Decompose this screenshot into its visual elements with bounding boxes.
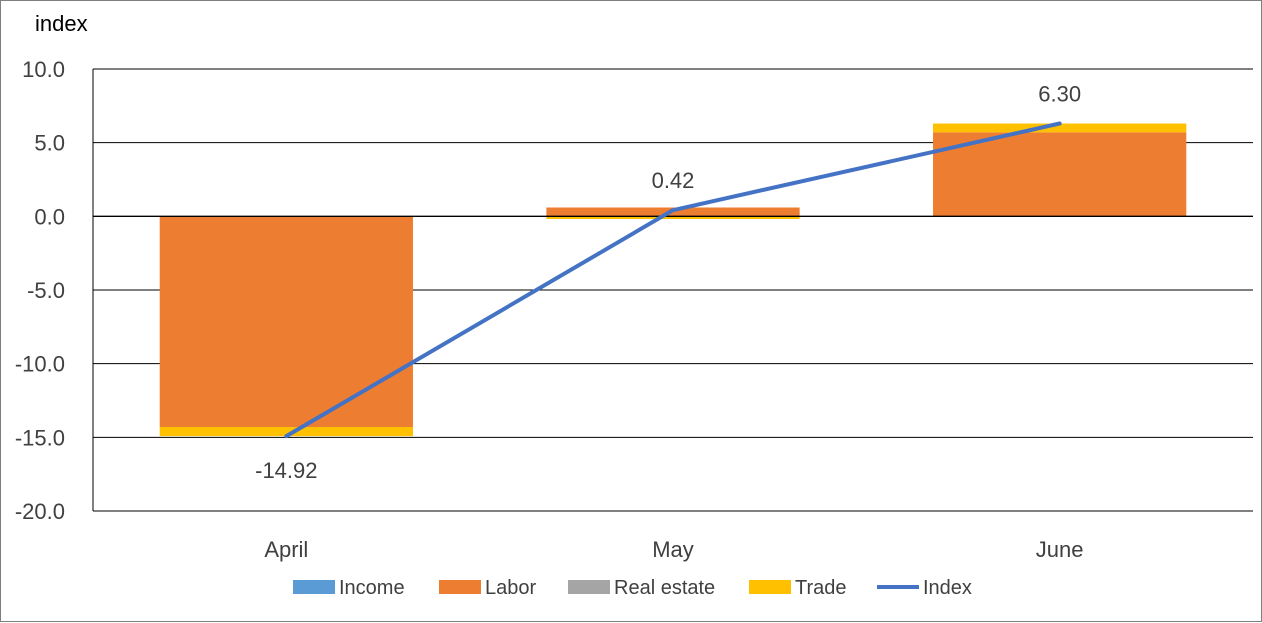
data-label-april: -14.92	[255, 458, 317, 483]
x-axis-categories: April May June	[264, 537, 1083, 562]
legend-label-trade: Trade	[795, 577, 847, 599]
data-label-june: 6.30	[1038, 82, 1081, 107]
y-tick-label: 5.0	[34, 131, 65, 156]
y-tick-label: 0.0	[34, 204, 65, 229]
legend-swatch-real-estate	[568, 580, 610, 594]
bar-trade-april	[159, 427, 413, 437]
legend-label-index: Index	[923, 577, 972, 599]
index-line	[284, 121, 1062, 439]
legend-label-labor: Labor	[485, 577, 536, 599]
x-category-label: June	[1036, 537, 1084, 562]
legend-swatch-labor	[439, 580, 481, 594]
data-labels: -14.92 0.42 6.30	[255, 82, 1081, 484]
bar-trade-may	[546, 216, 800, 219]
index-line-group	[284, 121, 1062, 439]
y-tick-label: -5.0	[27, 278, 65, 303]
legend-label-real-estate: Real estate	[614, 577, 715, 599]
bar-labor-april	[159, 216, 413, 428]
bars	[159, 123, 1187, 437]
y-tick-label: -20.0	[15, 499, 65, 524]
x-category-label: April	[264, 537, 308, 562]
legend: Income Labor Real estate Trade Index	[293, 577, 972, 599]
y-tick-label: -10.0	[15, 352, 65, 377]
x-category-label: May	[652, 537, 694, 562]
y-tick-label: 10.0	[22, 57, 65, 82]
y-axis-ticks: 10.0 5.0 0.0 -5.0 -10.0 -15.0 -20.0	[15, 57, 65, 524]
legend-swatch-income	[293, 580, 335, 594]
legend-swatch-trade	[749, 580, 791, 594]
legend-label-income: Income	[339, 577, 405, 599]
bar-trade-june	[933, 123, 1187, 133]
y-tick-label: -15.0	[15, 425, 65, 450]
bar-labor-june	[933, 132, 1187, 217]
data-label-may: 0.42	[652, 168, 695, 193]
y-axis-title: index	[35, 11, 88, 36]
